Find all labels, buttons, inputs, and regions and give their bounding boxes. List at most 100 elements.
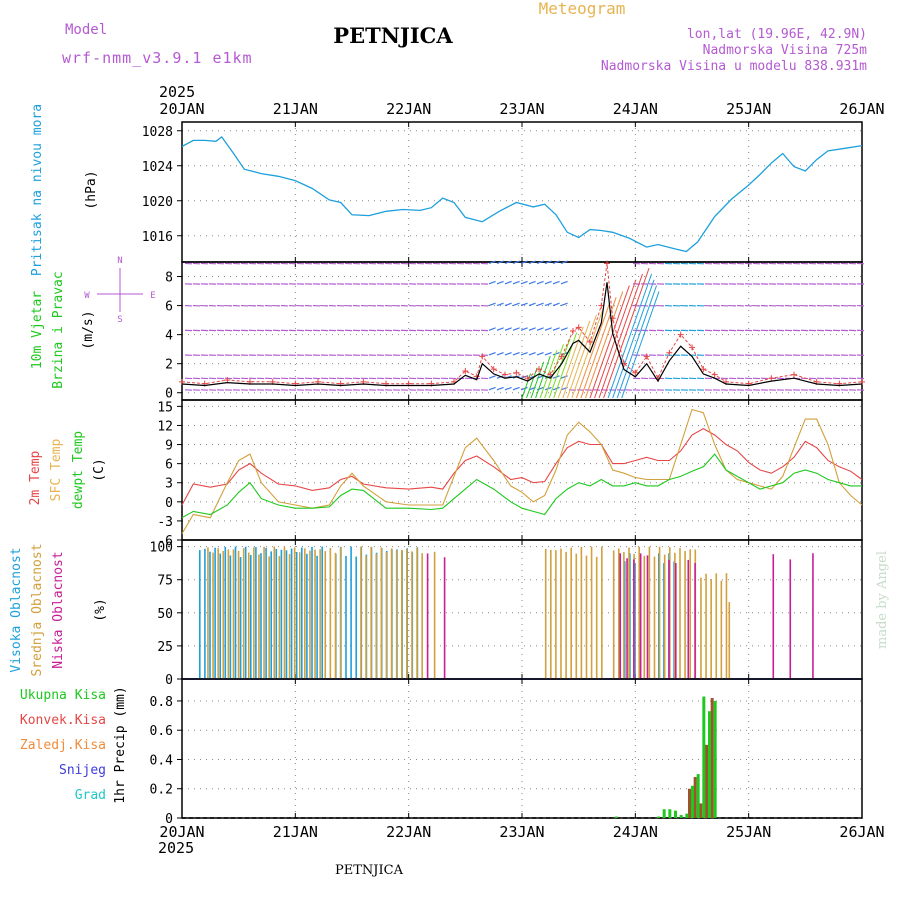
wind-arrow xyxy=(496,386,504,391)
day-label-top: 21JAN xyxy=(273,100,318,118)
day-label-top: 24JAN xyxy=(613,100,658,118)
cloud-mid-bar xyxy=(612,550,615,679)
cloud-mid-bar xyxy=(298,552,301,679)
cloud-mid-bar xyxy=(247,552,250,679)
pressure-line xyxy=(181,135,863,253)
wind-arrow xyxy=(496,352,504,356)
wind-arrow xyxy=(536,260,544,265)
cloud-mid-bar xyxy=(222,550,225,679)
lonlat-info: lon,lat (19.96E, 42.9N) xyxy=(687,27,867,42)
cloud-mid-bar xyxy=(658,546,661,679)
wind-gust-marker xyxy=(587,338,593,345)
wind-arrow xyxy=(488,302,496,307)
cloud-mid-bar xyxy=(421,553,423,679)
cloud-mid-bar xyxy=(288,554,291,679)
wind-arrow xyxy=(512,260,520,265)
cloud-mid-bar xyxy=(217,548,219,679)
wind-arrow xyxy=(504,302,512,307)
pressure-panel: 1028 1024 1020 1016 xyxy=(142,121,863,263)
cloud-high-bar xyxy=(355,556,357,679)
wind-arrow xyxy=(496,327,504,331)
wind-arrow xyxy=(612,279,655,399)
wind-arrow xyxy=(562,320,591,399)
wind-gust-marker xyxy=(859,378,865,385)
cloud-mid-bar xyxy=(653,556,656,679)
precip-total-bar xyxy=(708,711,711,818)
wind-gust-marker xyxy=(791,371,797,378)
wind-arrow xyxy=(496,280,504,285)
wind-arrow xyxy=(520,327,528,331)
pressure-unit: (hPa) xyxy=(84,170,99,209)
wind-arrow xyxy=(520,280,528,285)
wind-arrow xyxy=(512,352,520,356)
y-tick-label: 1024 xyxy=(142,160,173,175)
cloud-mid-bar xyxy=(258,554,260,679)
wind-arrow xyxy=(552,280,560,285)
wind-gust-marker xyxy=(479,353,486,360)
cloud-mid-bar xyxy=(725,573,728,679)
day-label-top: 22JAN xyxy=(386,100,431,118)
wind-arrow xyxy=(536,327,544,331)
wind-gust-marker xyxy=(462,367,469,374)
cloud-mid-bar xyxy=(334,552,337,679)
wind-arrow xyxy=(526,367,538,399)
y-tick-label: 1020 xyxy=(142,195,173,210)
y-tick-label: 0.4 xyxy=(150,753,174,768)
cloud-high-bar xyxy=(209,551,211,679)
cloud-mid-bar xyxy=(570,547,572,679)
cloud-high-bar xyxy=(350,546,352,679)
wind-arrow xyxy=(488,386,496,391)
day-label-bottom: 22JAN xyxy=(386,823,431,841)
day-label-top: 20JAN xyxy=(159,100,204,118)
wind-arrow xyxy=(552,260,560,265)
cloud-mid-bar xyxy=(643,555,646,679)
day-labels-bottom: 20JAN 21JAN 22JAN 23JAN 24JAN 25JAN 26JAN xyxy=(159,823,884,841)
wind-arrow xyxy=(621,291,660,399)
precip-total-bar xyxy=(685,813,689,818)
wind-gust-marker xyxy=(502,371,508,378)
wind-gust-marker xyxy=(524,375,531,382)
cloud-mid-bar xyxy=(212,552,214,679)
cloud-label-3: Niska Oblacnost xyxy=(51,551,66,668)
cloud-mid-bar xyxy=(623,552,625,679)
cloud-mid-bar xyxy=(227,549,230,679)
wind-gust-marker xyxy=(570,328,576,334)
cloud-high-bar xyxy=(204,548,206,679)
wind-arrow xyxy=(598,273,643,399)
wind-arrow xyxy=(488,260,496,265)
cloud-mid-bar xyxy=(590,546,593,679)
wind-arrow xyxy=(520,352,528,356)
precip-label-3: Zaledj.Kisa xyxy=(20,738,106,753)
wind-arrow xyxy=(504,327,512,331)
cloud-mid-bar xyxy=(319,549,321,679)
cloud-mid-bar xyxy=(237,550,240,679)
precip-label-1: Ukupna Kisa xyxy=(20,688,106,703)
wind-compass: N S W E xyxy=(84,256,155,325)
cloud-mid-bar xyxy=(400,549,403,679)
cloud-mid-bar xyxy=(580,546,583,679)
temp-label-3: dewpt Temp xyxy=(71,431,86,509)
y-tick-label: -3 xyxy=(157,515,173,530)
dewpt-temp-line xyxy=(181,453,862,519)
y-tick-label: 1016 xyxy=(142,230,173,245)
cloud-high-bar xyxy=(634,563,636,679)
cloud-mid-bar xyxy=(544,548,547,679)
altitude-info: Nadmorska Visina 725m xyxy=(703,43,868,58)
precip-total-bar xyxy=(657,816,660,818)
cloud-high-bar xyxy=(629,553,631,679)
day-label-bottom: 23JAN xyxy=(499,823,544,841)
wind-gust-line xyxy=(181,263,863,385)
cloud-mid-bar xyxy=(385,551,388,679)
wind-arrow xyxy=(496,260,504,265)
cloud-mid-bar xyxy=(411,551,413,679)
cloud-low-bar xyxy=(626,558,628,679)
y-tick-label: 50 xyxy=(157,607,173,622)
wind-arrow xyxy=(520,386,528,391)
wind-arrow xyxy=(536,302,544,307)
wind-arrow xyxy=(552,327,560,331)
wind-arrow xyxy=(544,260,552,265)
cloud-low-bar xyxy=(633,559,635,679)
cloud-label-1: Visoka Oblacnost xyxy=(9,547,24,672)
wind-arrow xyxy=(560,375,568,379)
